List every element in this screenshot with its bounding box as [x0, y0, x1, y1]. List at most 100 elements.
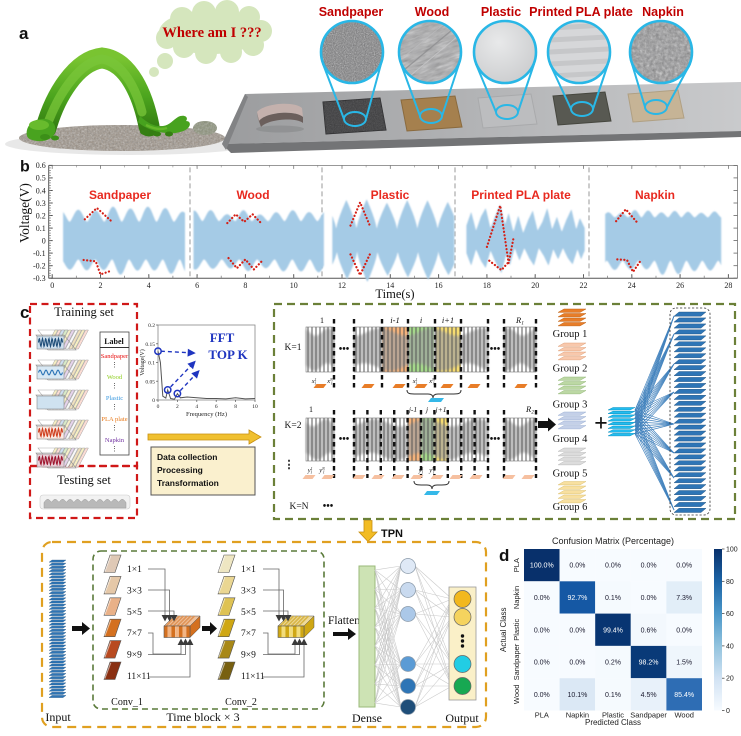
svg-text:0.0%: 0.0%: [676, 563, 692, 570]
svg-text:Conv_2: Conv_2: [225, 697, 257, 708]
svg-text:a: a: [19, 24, 29, 43]
svg-text:Group 1: Group 1: [553, 329, 588, 340]
svg-text:xN1: xN 1: [326, 377, 333, 385]
svg-text:10: 10: [290, 281, 298, 290]
svg-text:0.0%: 0.0%: [534, 595, 550, 602]
svg-text:y11: y1 1: [418, 466, 424, 474]
svg-text:•••: •••: [339, 344, 350, 355]
svg-text:+: +: [594, 411, 608, 437]
svg-text:5×5: 5×5: [241, 608, 256, 618]
svg-text:16: 16: [435, 281, 443, 290]
svg-text:c: c: [20, 303, 29, 322]
svg-text:0: 0: [157, 404, 160, 410]
svg-text:Napkin: Napkin: [642, 5, 684, 19]
svg-text:0.2: 0.2: [36, 211, 46, 220]
svg-text:6: 6: [215, 404, 218, 410]
svg-text:Printed PLA plate: Printed PLA plate: [471, 188, 571, 202]
svg-text:d: d: [499, 546, 509, 565]
svg-text:Plastic: Plastic: [371, 188, 410, 202]
svg-text:•••: •••: [339, 434, 350, 445]
svg-text:Napkin: Napkin: [566, 711, 589, 720]
svg-text:j: j: [425, 405, 428, 414]
svg-text:0.1: 0.1: [148, 361, 155, 367]
svg-text:100: 100: [726, 547, 738, 554]
svg-text:0.1%: 0.1%: [605, 692, 621, 699]
svg-text:10.1%: 10.1%: [567, 692, 587, 699]
svg-text:1: 1: [309, 405, 313, 414]
svg-text:R1: R1: [515, 315, 524, 327]
svg-text:Frequency (Hz): Frequency (Hz): [186, 411, 227, 418]
svg-text:12: 12: [338, 281, 346, 290]
svg-text:i: i: [420, 315, 423, 325]
svg-text:Printed PLA plate: Printed PLA plate: [529, 5, 633, 19]
svg-text:Time(s): Time(s): [375, 287, 414, 301]
svg-text:92.7%: 92.7%: [567, 595, 587, 602]
svg-text:10: 10: [252, 404, 258, 410]
svg-text:2: 2: [99, 281, 103, 290]
svg-text:TOP K: TOP K: [208, 347, 248, 362]
svg-text:0.0%: 0.0%: [569, 627, 585, 634]
svg-text:Napkin: Napkin: [105, 437, 125, 444]
svg-text:Wood: Wood: [512, 685, 521, 704]
svg-text:-0.3: -0.3: [33, 274, 46, 283]
svg-text:Actual Class: Actual Class: [499, 608, 508, 652]
svg-text:Voltage(V): Voltage(V): [139, 349, 146, 376]
svg-text:0.15: 0.15: [145, 342, 155, 348]
svg-text:0.0%: 0.0%: [605, 563, 621, 570]
svg-text:0.6%: 0.6%: [641, 627, 657, 634]
svg-text:Plastic: Plastic: [512, 618, 521, 640]
svg-text:Group 4: Group 4: [553, 434, 588, 445]
svg-text:j+1: j+1: [435, 405, 447, 414]
svg-text:K=2: K=2: [285, 421, 302, 431]
svg-text:0.2%: 0.2%: [605, 660, 621, 667]
svg-text:Wood: Wood: [415, 5, 449, 19]
svg-text:Sandpaper: Sandpaper: [101, 353, 129, 360]
svg-text:Group 3: Group 3: [553, 400, 588, 411]
svg-text:0.4: 0.4: [36, 186, 46, 195]
svg-text:b: b: [20, 159, 30, 176]
svg-text:⋮: ⋮: [284, 459, 295, 471]
svg-text:x11: x1 1: [412, 377, 418, 385]
svg-text:xN1: xN 1: [428, 377, 435, 385]
svg-text:4: 4: [147, 281, 151, 290]
svg-text:0.6: 0.6: [36, 161, 46, 170]
svg-text:Flatten: Flatten: [328, 615, 360, 627]
svg-text:0.0%: 0.0%: [569, 563, 585, 570]
svg-text:PLA plate: PLA plate: [101, 416, 127, 423]
svg-text:TPN: TPN: [381, 528, 403, 540]
svg-text:⋮: ⋮: [111, 403, 118, 411]
svg-text:0.1: 0.1: [36, 224, 46, 233]
svg-text:98.2%: 98.2%: [639, 660, 659, 667]
svg-text:9×9: 9×9: [127, 651, 142, 661]
svg-text:yN1: yN 1: [428, 466, 435, 474]
svg-text:R2: R2: [525, 404, 534, 416]
svg-text:-0.2: -0.2: [33, 261, 46, 270]
svg-text:⋮: ⋮: [111, 361, 118, 369]
svg-text:Sandpaper: Sandpaper: [630, 711, 667, 720]
svg-text:0: 0: [50, 281, 54, 290]
svg-text:Plastic: Plastic: [481, 5, 521, 19]
svg-text:8: 8: [243, 281, 247, 290]
svg-text:0.3: 0.3: [36, 199, 46, 208]
svg-text:Data collection: Data collection: [157, 452, 217, 462]
svg-text:24: 24: [628, 281, 636, 290]
svg-text:0.5: 0.5: [36, 174, 46, 183]
svg-text:26: 26: [676, 281, 684, 290]
svg-text:4: 4: [195, 404, 198, 410]
svg-text:Confusion Matrix (Percentage): Confusion Matrix (Percentage): [552, 536, 674, 546]
svg-text:Predicted Class: Predicted Class: [585, 718, 641, 727]
svg-text:80: 80: [726, 579, 734, 586]
svg-text:•••: •••: [323, 501, 334, 512]
svg-text:6: 6: [195, 281, 199, 290]
svg-text:x11: x1 1: [311, 377, 317, 385]
svg-text:11×11: 11×11: [127, 672, 151, 682]
svg-text:28: 28: [724, 281, 732, 290]
svg-text:i-1: i-1: [390, 315, 399, 325]
svg-text:y11: y1 1: [307, 466, 313, 474]
svg-text:22: 22: [580, 281, 588, 290]
svg-text:Wood: Wood: [236, 188, 269, 202]
svg-text:14: 14: [386, 281, 394, 290]
svg-text:2: 2: [176, 404, 179, 410]
svg-text:1×1: 1×1: [127, 565, 142, 575]
svg-text:100.0%: 100.0%: [530, 563, 554, 570]
